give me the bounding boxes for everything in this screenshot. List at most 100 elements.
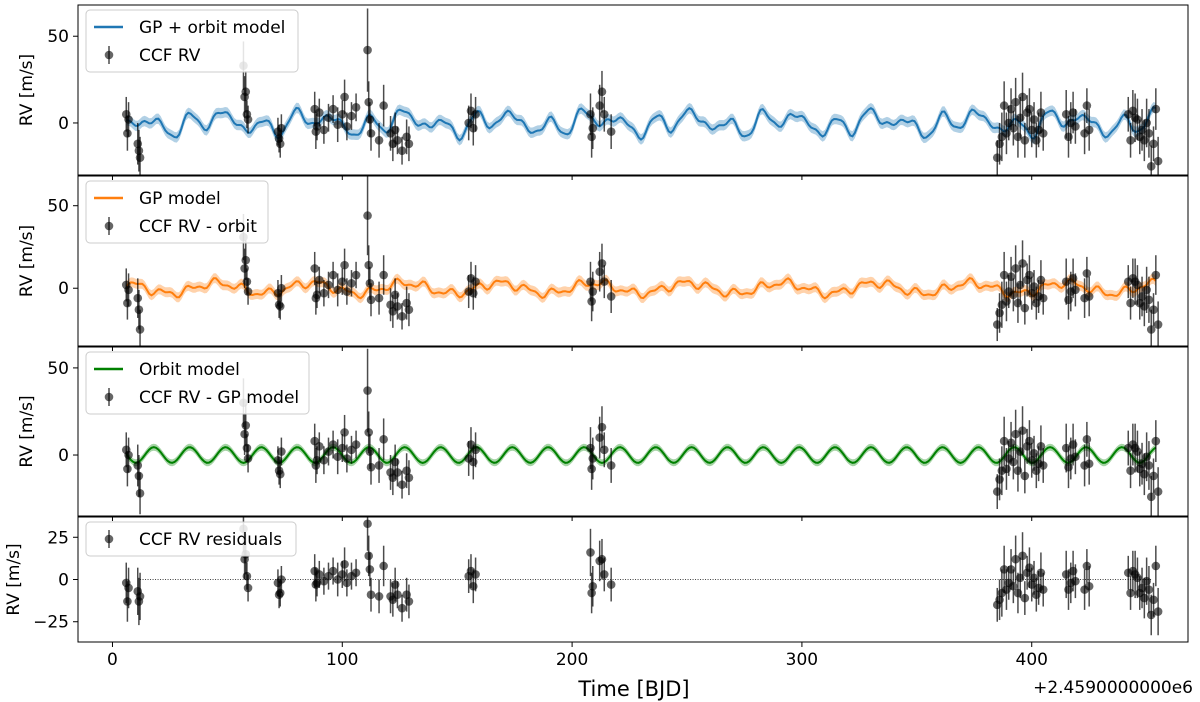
rv-point <box>397 480 407 489</box>
legend-box <box>85 521 297 557</box>
rv-point <box>347 111 356 121</box>
rv-point <box>243 115 253 124</box>
rv-point <box>133 293 143 303</box>
rv-point <box>1071 285 1080 295</box>
rv-point <box>1144 461 1154 470</box>
legend-label: CCF RV residuals <box>139 530 282 550</box>
rv-point <box>587 464 596 474</box>
rv-point <box>366 590 376 600</box>
rv-point <box>1018 426 1027 435</box>
rv-point <box>599 445 609 455</box>
x-tick-label: 0 <box>107 650 118 670</box>
rv-point <box>393 590 402 600</box>
rv-point <box>365 447 375 456</box>
rv-point <box>333 120 342 129</box>
rv-point <box>471 277 480 286</box>
panel-orbit: 0 50 RV [m/s] Orbit model CCF RV - GP model <box>17 346 1189 521</box>
rv-point <box>363 45 372 55</box>
rv-point <box>1151 104 1161 114</box>
legend: CCF RV residuals <box>85 521 297 557</box>
rv-point <box>124 450 133 460</box>
rv-point <box>364 97 374 107</box>
shared-x-axis: 0 100 200 300 400 <box>107 650 1048 670</box>
model-band <box>126 102 1156 146</box>
rv-point <box>1011 97 1020 107</box>
rv-point <box>277 283 286 293</box>
legend-point-swatch <box>104 50 114 60</box>
rv-point <box>1071 576 1080 586</box>
rv-point <box>999 270 1009 280</box>
legend-label: Orbit model <box>139 360 240 380</box>
rv-point <box>379 101 388 110</box>
rv-point <box>340 428 349 437</box>
rv-point <box>588 454 598 463</box>
rv-point <box>404 305 414 314</box>
y-tick-label: 50 <box>47 197 69 217</box>
panel-gp: 0 50 RV [m/s] GP model CCF RV - orbit <box>17 175 1189 351</box>
rv-point <box>1126 466 1135 476</box>
rv-point <box>1020 471 1030 481</box>
rv-point <box>404 597 414 606</box>
y-axis-label: RV [m/s] <box>4 543 24 615</box>
rv-point <box>1009 457 1018 467</box>
rv-point <box>1018 551 1027 561</box>
rv-point <box>134 305 144 314</box>
rv-point <box>374 592 384 601</box>
rv-point <box>1071 122 1080 131</box>
rv-point <box>1071 452 1080 462</box>
rv-point <box>1144 129 1154 138</box>
rv-point <box>310 264 320 273</box>
rv-point <box>342 122 352 131</box>
rv-point <box>599 277 609 286</box>
rv-point <box>471 109 480 119</box>
rv-point <box>1084 459 1094 469</box>
x-tick-label: 400 <box>1016 650 1048 670</box>
axes-frame <box>77 346 1189 517</box>
rv-point <box>471 570 480 579</box>
rv-point <box>587 297 596 306</box>
rv-point <box>366 129 376 138</box>
rv-point <box>277 447 286 456</box>
legend-label: CCF RV - orbit <box>139 217 257 237</box>
rv-point <box>242 443 252 453</box>
rv-point <box>243 454 253 463</box>
rv-point <box>242 571 252 581</box>
rv-point <box>1146 325 1156 334</box>
rv-point <box>999 436 1009 446</box>
rv-point <box>275 302 285 311</box>
rv-point <box>124 285 133 295</box>
legend-box <box>85 351 310 415</box>
y-tick-label: 50 <box>47 27 69 47</box>
rv-point <box>1151 561 1161 571</box>
rv-point <box>241 87 251 97</box>
rv-point <box>243 583 253 593</box>
rv-point <box>319 125 329 135</box>
rv-point <box>315 442 324 451</box>
rv-point <box>1153 487 1163 496</box>
rv-point <box>351 568 361 578</box>
rv-point <box>404 473 414 482</box>
rv-point <box>606 580 616 589</box>
rv-point <box>324 447 333 456</box>
rv-point <box>363 386 372 395</box>
rv-point <box>1082 101 1092 110</box>
rv-point <box>1036 108 1046 117</box>
rv-point <box>597 87 607 97</box>
rv-point <box>1084 125 1094 135</box>
rv-point <box>328 566 338 576</box>
rv-point <box>363 519 372 529</box>
rv-point <box>1009 581 1018 591</box>
rv-point <box>135 489 145 498</box>
rv-point <box>319 288 329 298</box>
rv-point <box>374 136 384 145</box>
rv-point <box>277 123 286 133</box>
rv-point <box>606 292 616 301</box>
rv-point <box>1153 320 1163 329</box>
axes-frame <box>77 175 1189 347</box>
rv-point <box>241 421 251 430</box>
rv-point <box>365 278 375 288</box>
rv-point <box>324 113 333 123</box>
rv-point <box>340 559 349 569</box>
rv-point <box>1149 139 1158 149</box>
rv-point <box>606 461 616 470</box>
